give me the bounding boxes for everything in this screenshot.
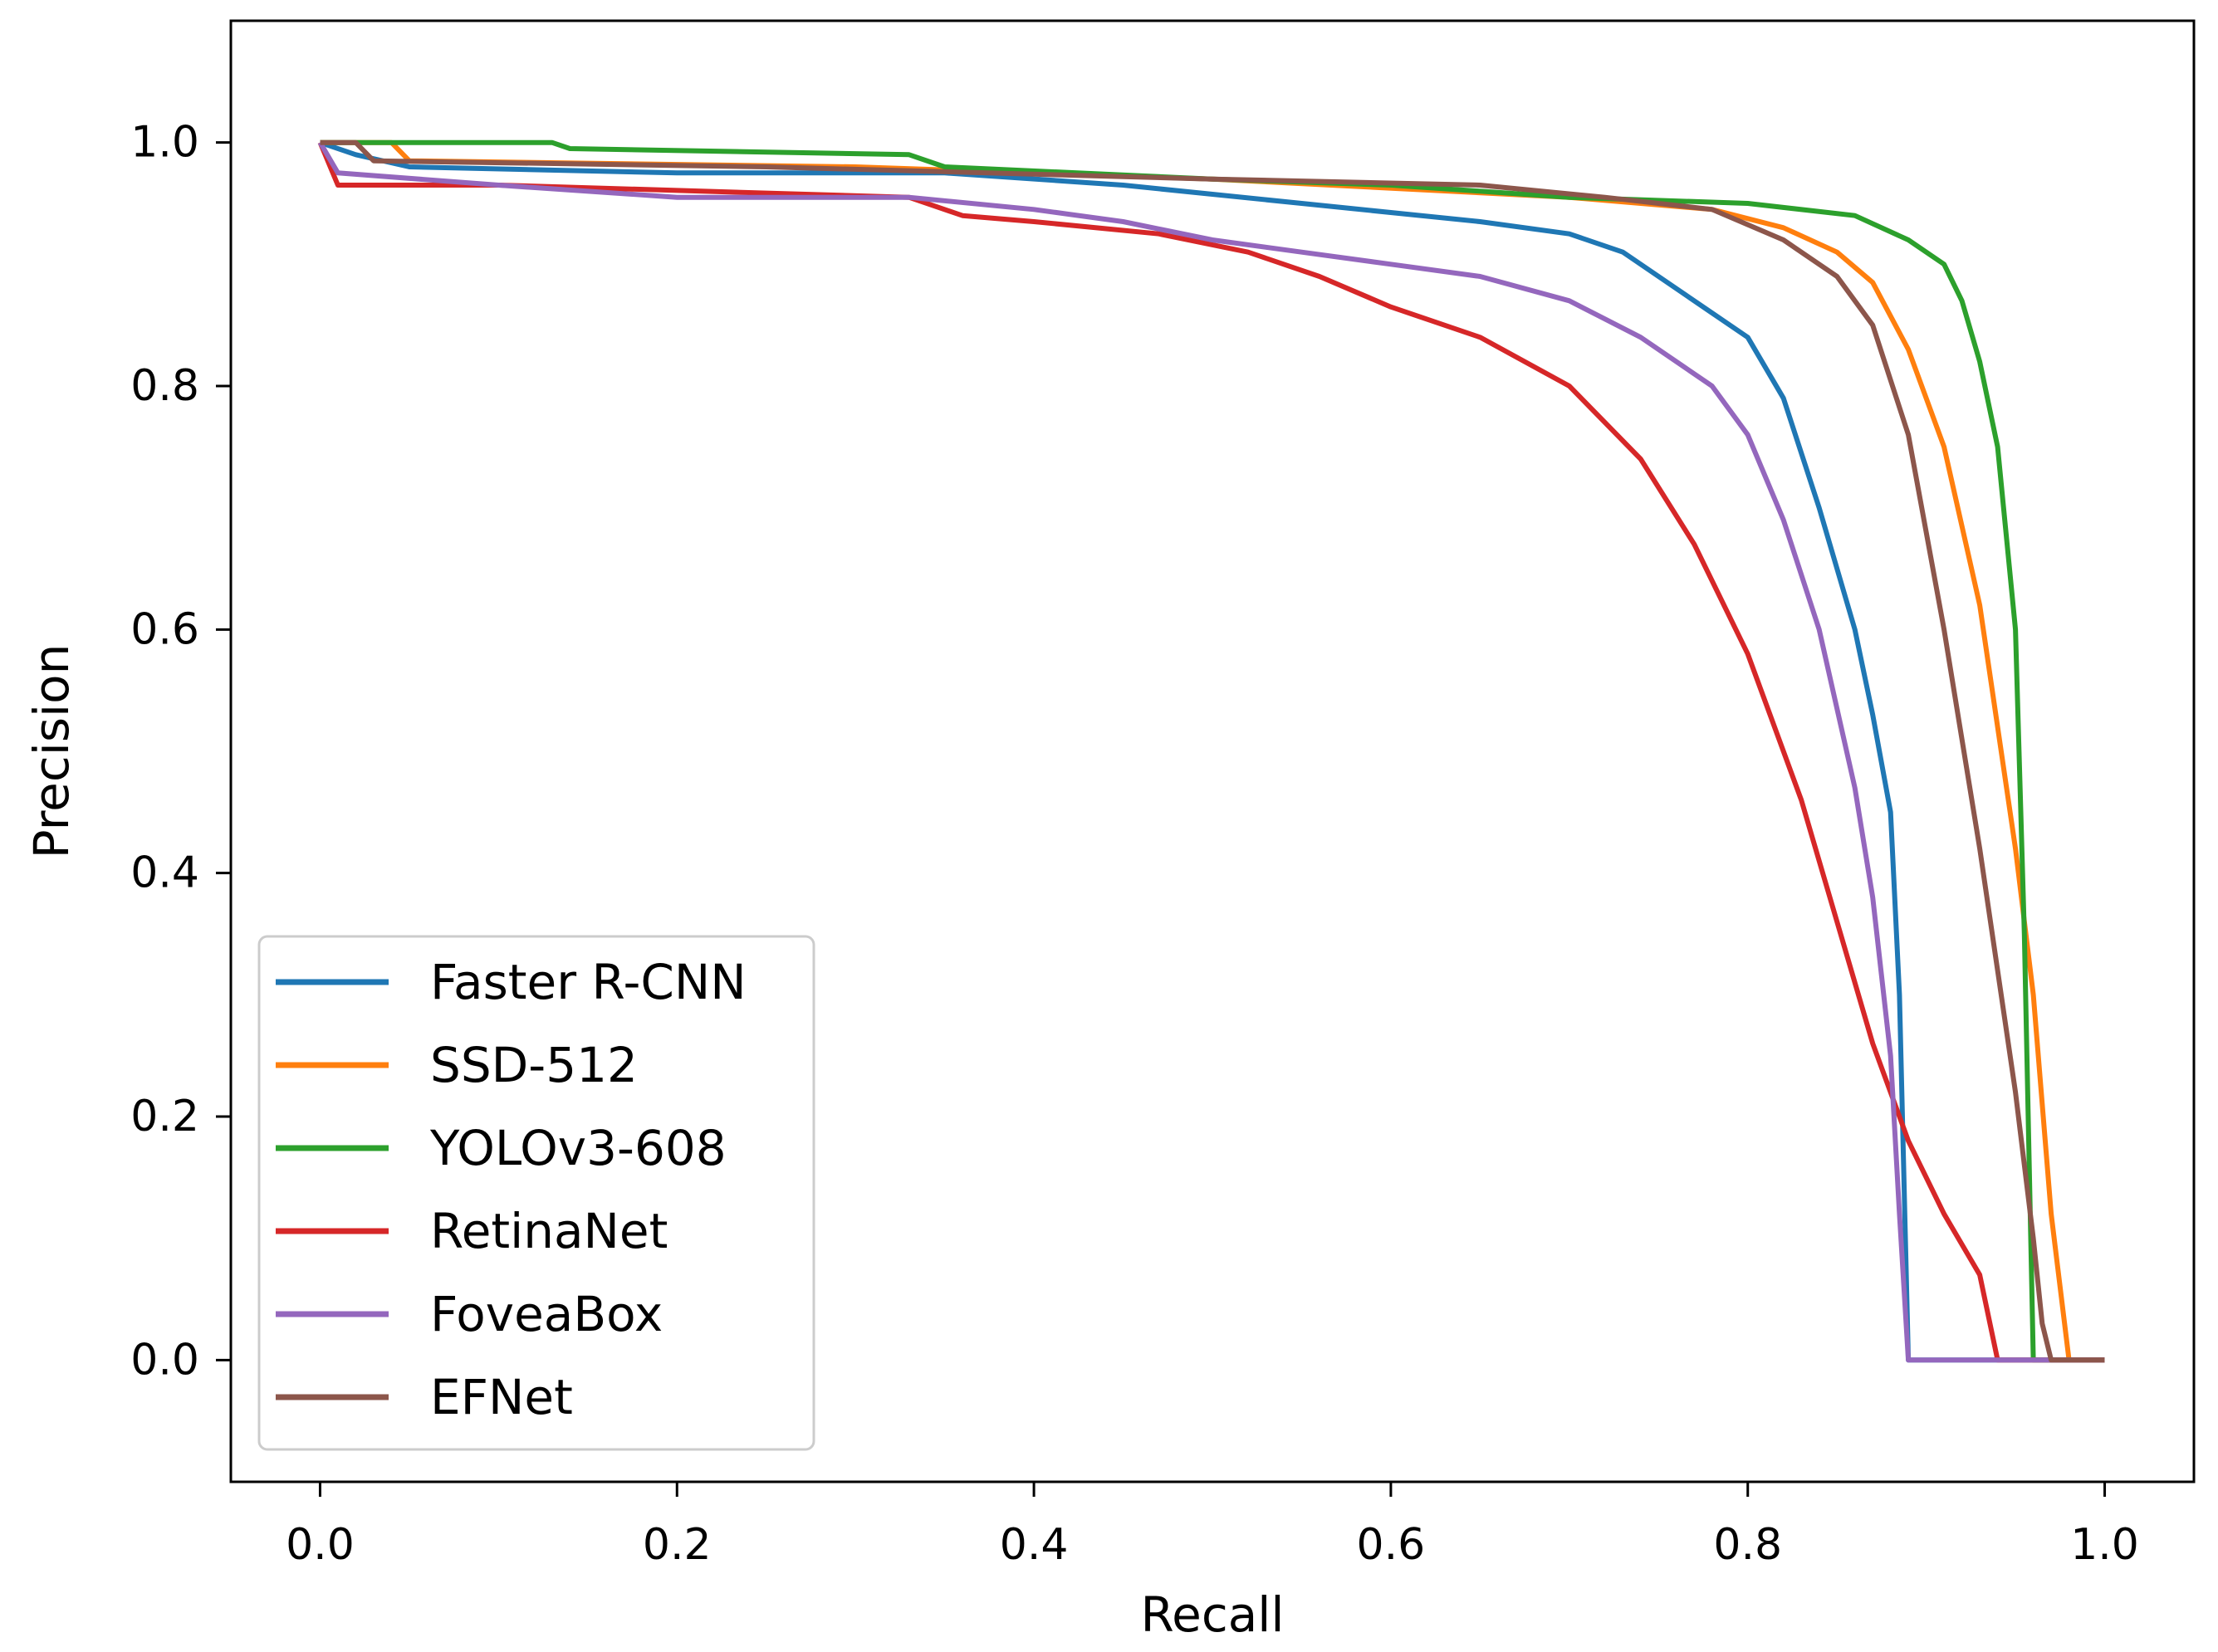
y-tick-label-0: 0.0 <box>130 1335 199 1385</box>
x-axis-title: Recall <box>1140 1586 1284 1643</box>
y-tick-label-1: 0.2 <box>130 1092 199 1141</box>
x-tick-label-2: 0.4 <box>1000 1520 1069 1570</box>
x-tick-label-3: 0.6 <box>1357 1520 1426 1570</box>
y-tick-label-5: 1.0 <box>130 118 199 168</box>
series-layer <box>317 139 2105 1363</box>
series-line-foveabox <box>317 141 2105 1363</box>
y-axis-title: Precision <box>23 644 80 859</box>
series-line-retinanet <box>317 141 2105 1363</box>
plot-frame <box>229 19 2196 1483</box>
series-line-efnet <box>320 139 2105 1363</box>
x-tick-label-4: 0.8 <box>1713 1520 1782 1570</box>
legend-label-yolov3-608: YOLOv3-608 <box>429 1120 727 1176</box>
legend: Faster R-CNN SSD-512 YOLOv3-608 RetinaNe… <box>257 935 815 1451</box>
y-tick-label-2: 0.4 <box>130 848 199 898</box>
x-tick-label-5: 1.0 <box>2070 1520 2139 1570</box>
y-tick-label-3: 0.6 <box>130 604 199 654</box>
legend-label-retinanet: RetinaNet <box>430 1203 668 1259</box>
x-tick-label-0: 0.0 <box>286 1520 355 1570</box>
series-line-faster-r-cnn <box>319 139 2105 1363</box>
series-line-yolov3-608 <box>320 139 2105 1363</box>
legend-label-foveabox: FoveaBox <box>430 1286 663 1342</box>
legend-label-efnet: EFNet <box>430 1369 573 1425</box>
y-axis-ticks: 0.0 0.2 0.4 0.6 0.8 1.0 <box>130 118 231 1385</box>
x-tick-label-1: 0.2 <box>643 1520 712 1570</box>
y-tick-label-4: 0.8 <box>130 361 199 411</box>
legend-label-ssd-512: SSD-512 <box>430 1037 638 1093</box>
legend-box <box>257 935 815 1451</box>
x-axis-ticks: 0.0 0.2 0.4 0.6 0.8 1.0 <box>286 1482 2139 1570</box>
legend-label-faster-rcnn: Faster R-CNN <box>430 954 747 1010</box>
